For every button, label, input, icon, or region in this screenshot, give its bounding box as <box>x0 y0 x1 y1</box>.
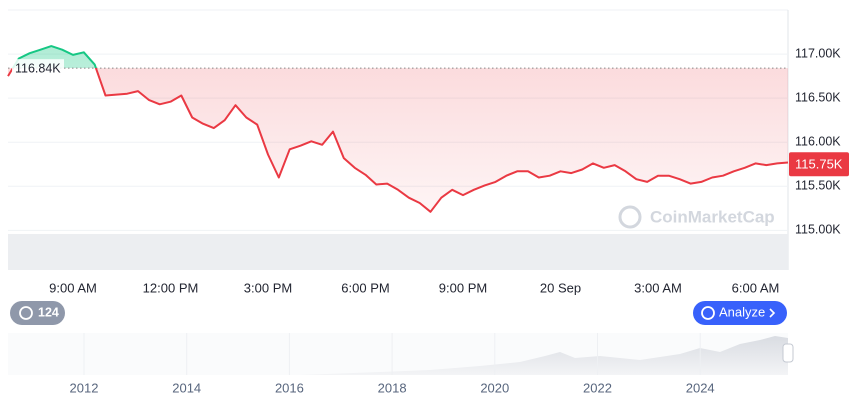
current-price-label: 115.75K <box>795 157 843 172</box>
navigator-label: 2018 <box>378 380 407 395</box>
history-button[interactable]: 124 <box>10 301 65 325</box>
analyze-label[interactable]: Analyze <box>719 304 765 319</box>
area <box>8 46 788 212</box>
reference-label-bg <box>12 59 64 78</box>
watermark: CoinMarketCap <box>618 205 775 229</box>
analyze-pill[interactable] <box>693 301 787 325</box>
navigator-label: 2014 <box>172 380 201 395</box>
x-tick-label: 6:00 PM <box>341 280 389 295</box>
navigator: 2012 2014 2016 2018 2020 2022 2024 <box>8 333 794 395</box>
reference-label: 116.84K <box>15 61 61 75</box>
current-price-tag <box>789 152 849 177</box>
analyze-button[interactable]: Analyze <box>693 301 787 325</box>
x-tick-label: 12:00 PM <box>143 280 199 295</box>
x-tick-label: 6:00 AM <box>732 280 780 295</box>
navigator-label: 2020 <box>480 380 509 395</box>
y-tick-label: 116.50K <box>795 90 841 104</box>
navigator-area <box>300 336 788 375</box>
x-tick-label: 20 Sep <box>540 280 581 295</box>
navigator-label: 2016 <box>275 380 304 395</box>
y-tick-label: 115.50K <box>795 179 841 193</box>
y-tick-label: 115.00K <box>795 223 841 237</box>
x-tick-label: 3:00 AM <box>634 280 682 295</box>
x-tick-label: 3:00 PM <box>244 280 292 295</box>
y-tick-label: 116.00K <box>795 135 841 149</box>
navigator-label: 2012 <box>70 380 99 395</box>
x-tick-label: 9:00 AM <box>49 280 97 295</box>
price-line <box>7 45 789 213</box>
x-tick-label: 9:00 PM <box>439 280 487 295</box>
y-tick-label: 117.00K <box>795 46 841 60</box>
history-count[interactable]: 124 <box>38 305 59 319</box>
volume-band <box>8 234 788 270</box>
navigator-label: 2022 <box>583 380 612 395</box>
watermark-text: CoinMarketCap <box>650 207 775 226</box>
navigator-handle[interactable] <box>782 343 794 363</box>
navigator-label: 2024 <box>686 380 715 395</box>
